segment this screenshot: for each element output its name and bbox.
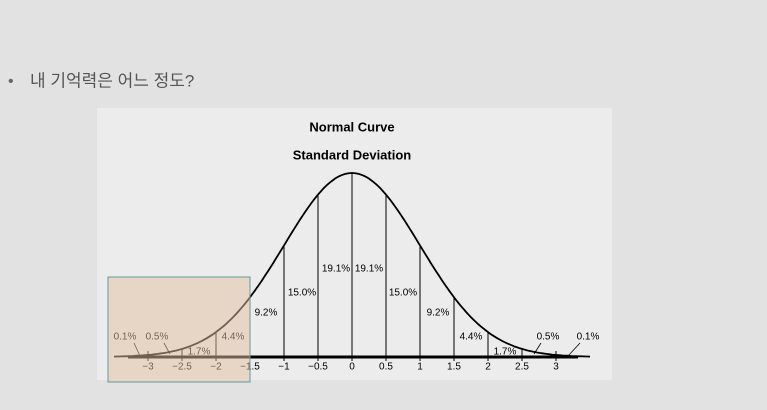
chart-subtitle: Standard Deviation [293, 147, 412, 162]
leader-line [533, 342, 542, 355]
value-label: 19.1% [355, 264, 383, 275]
value-label: 9.2% [255, 308, 278, 319]
value-label: 1.7% [494, 347, 517, 358]
highlight-box [107, 276, 251, 383]
value-label: 19.1% [322, 264, 350, 275]
value-label: 4.4% [460, 332, 483, 343]
bullet-dot: • [8, 73, 14, 90]
x-tick-label: −0.5 [308, 362, 328, 373]
value-label: 0.1% [577, 332, 600, 343]
x-tick-label: 1 [417, 362, 423, 373]
x-tick-label: 2 [485, 362, 491, 373]
x-tick-label: 3 [553, 362, 559, 373]
x-tick-label: −1 [278, 362, 290, 373]
bullet-text: 내 기억력은 어느 정도? [30, 71, 194, 90]
value-label: 15.0% [389, 288, 417, 299]
leader-line [567, 342, 581, 357]
chart-title: Normal Curve [309, 119, 394, 134]
value-label: 0.5% [537, 332, 560, 343]
x-tick-label: 1.5 [447, 362, 461, 373]
x-tick-label: 0 [349, 362, 355, 373]
x-tick-label: 0.5 [379, 362, 393, 373]
value-label: 15.0% [288, 288, 316, 299]
value-label: 9.2% [427, 308, 450, 319]
x-tick-label: 2.5 [515, 362, 529, 373]
